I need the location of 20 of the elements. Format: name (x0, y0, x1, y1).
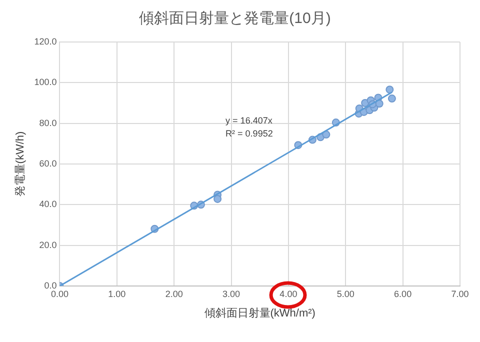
x-tick-label: 3.00 (222, 288, 240, 299)
y-tick-label: 0.0 (44, 280, 57, 290)
y-tick-label: 100.0 (34, 77, 57, 88)
y-tick-label: 60.0 (39, 158, 57, 168)
x-tick-label: 7.00 (451, 288, 469, 299)
annotation: R² = 0.9952 (226, 128, 273, 138)
x-axis-title: 傾斜面日射量(kWh/m²) (204, 306, 316, 320)
chart-title: 傾斜面日射量と発電量(10月) (139, 10, 331, 28)
x-tick-label: 0.00 (50, 288, 68, 299)
x-tick-label: 4.00 (280, 288, 298, 299)
y-axis-title: 発電量(kW/h) (14, 131, 27, 197)
annotation: y = 16.407x (226, 115, 273, 126)
y-tick-label: 80.0 (39, 118, 57, 128)
x-tick-label: 2.00 (165, 288, 183, 299)
y-tick-label: 40.0 (39, 199, 57, 210)
y-tick-label: 120.0 (34, 36, 57, 46)
x-tick-label: 5.00 (336, 288, 354, 299)
y-tick-label: 20.0 (39, 240, 57, 250)
x-tick-label: 6.00 (394, 288, 412, 299)
x-tick-label: 1.00 (108, 288, 126, 299)
